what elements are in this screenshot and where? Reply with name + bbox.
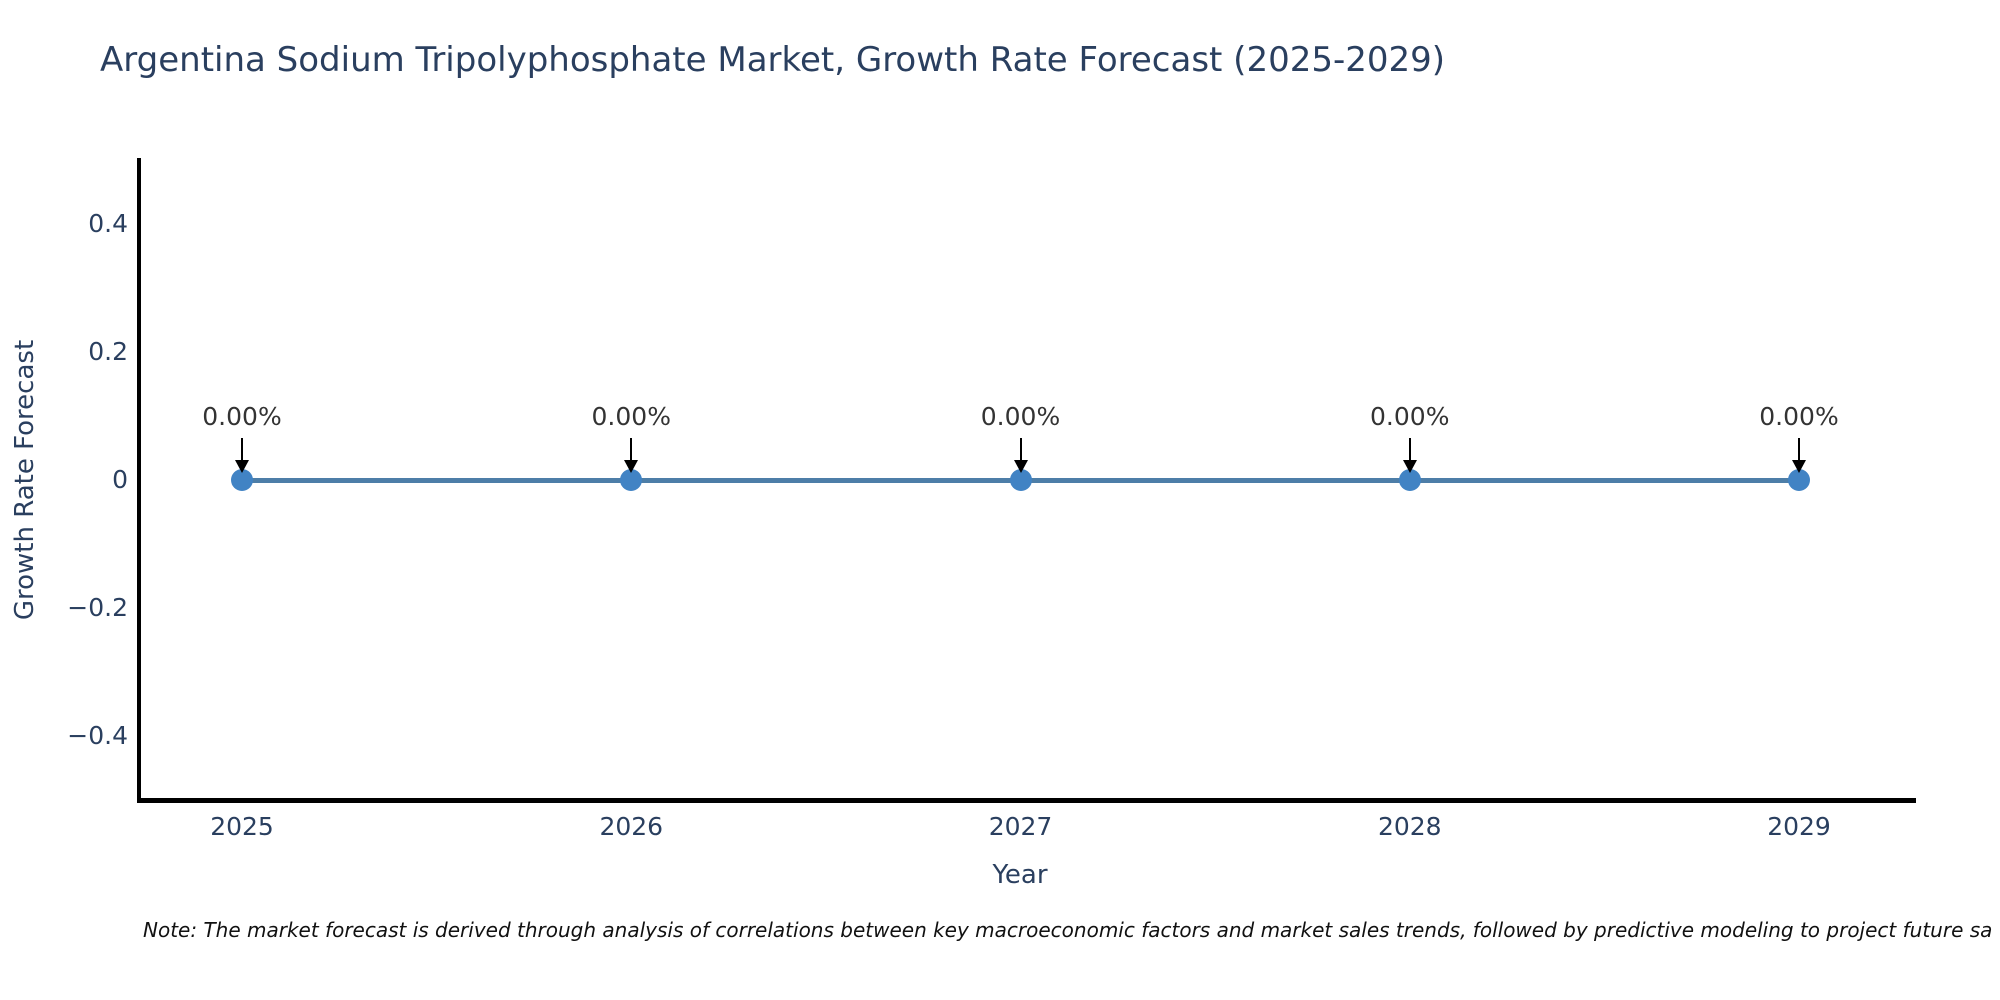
- data-point-marker: [620, 469, 643, 491]
- annotation-arrowhead-icon: [1402, 460, 1417, 473]
- x-tick-label: 2026: [599, 812, 664, 841]
- point-annotation-label: 0.00%: [1370, 402, 1450, 431]
- point-annotation-label: 0.00%: [202, 402, 282, 431]
- annotation-arrowhead-icon: [624, 460, 639, 473]
- x-tick-label: 2028: [1377, 812, 1442, 841]
- annotation-arrow-icon: [1798, 438, 1800, 462]
- y-tick-label: −0.2: [67, 593, 128, 622]
- y-tick-label: −0.4: [67, 721, 128, 750]
- x-tick-label: 2027: [988, 812, 1053, 841]
- data-point-marker: [1398, 469, 1421, 491]
- y-tick-label: 0.4: [88, 209, 128, 238]
- chart-title: Argentina Sodium Tripolyphosphate Market…: [100, 40, 1446, 80]
- y-axis-line: [137, 158, 141, 803]
- point-annotation-label: 0.00%: [980, 402, 1061, 431]
- data-point-marker: [1009, 469, 1032, 491]
- data-point-marker: [1788, 469, 1810, 491]
- y-tick-label: 0.2: [88, 337, 128, 366]
- x-axis-title: Year: [992, 860, 1048, 890]
- x-tick-label: 2025: [210, 812, 274, 841]
- point-annotation-label: 0.00%: [591, 402, 671, 431]
- annotation-arrow-icon: [630, 438, 633, 462]
- point-annotation-label: 0.00%: [1759, 402, 1839, 431]
- x-tick-label: 2029: [1767, 812, 1831, 841]
- annotation-arrowhead-icon: [235, 460, 249, 473]
- annotation-arrow-icon: [241, 438, 243, 462]
- annotation-arrow-icon: [1408, 438, 1411, 462]
- data-point-marker: [231, 469, 253, 491]
- footnote: Note: The market forecast is derived thr…: [143, 918, 1993, 942]
- x-axis-line: [137, 798, 1916, 803]
- annotation-arrowhead-icon: [1013, 460, 1028, 473]
- annotation-arrow-icon: [1019, 438, 1022, 462]
- y-tick-label: 0: [112, 465, 128, 494]
- annotation-arrowhead-icon: [1792, 460, 1806, 473]
